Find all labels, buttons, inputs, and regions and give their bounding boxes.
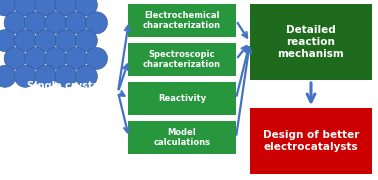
FancyBboxPatch shape	[250, 4, 372, 80]
Circle shape	[35, 65, 57, 87]
Circle shape	[65, 12, 87, 34]
Circle shape	[0, 30, 16, 52]
Circle shape	[14, 65, 36, 87]
Circle shape	[14, 30, 36, 52]
Circle shape	[0, 0, 16, 16]
Circle shape	[35, 0, 57, 16]
Circle shape	[45, 12, 67, 34]
Circle shape	[55, 65, 77, 87]
Circle shape	[55, 0, 77, 16]
Circle shape	[85, 12, 107, 34]
Circle shape	[45, 48, 67, 69]
Text: Single crystal
electrodes: Single crystal electrodes	[27, 81, 103, 103]
Circle shape	[0, 65, 16, 87]
Circle shape	[75, 65, 98, 87]
Circle shape	[85, 48, 107, 69]
FancyBboxPatch shape	[128, 43, 236, 76]
Circle shape	[55, 30, 77, 52]
Circle shape	[4, 12, 26, 34]
Circle shape	[4, 48, 26, 69]
FancyBboxPatch shape	[250, 108, 372, 174]
Text: Electrochemical
characterization: Electrochemical characterization	[143, 11, 221, 30]
Circle shape	[35, 30, 57, 52]
Circle shape	[14, 0, 36, 16]
Text: Spectroscopic
characterization: Spectroscopic characterization	[143, 50, 221, 69]
Circle shape	[65, 48, 87, 69]
FancyBboxPatch shape	[128, 82, 236, 115]
Text: Detailed
reaction
mechanism: Detailed reaction mechanism	[277, 25, 344, 59]
Circle shape	[25, 12, 46, 34]
FancyBboxPatch shape	[128, 121, 236, 154]
Text: Reactivity: Reactivity	[158, 94, 206, 103]
FancyBboxPatch shape	[128, 4, 236, 37]
Text: Model
calculations: Model calculations	[153, 128, 211, 147]
Circle shape	[75, 30, 98, 52]
Circle shape	[75, 0, 98, 16]
Circle shape	[25, 48, 46, 69]
Text: Design of better
electrocatalysts: Design of better electrocatalysts	[263, 130, 359, 152]
